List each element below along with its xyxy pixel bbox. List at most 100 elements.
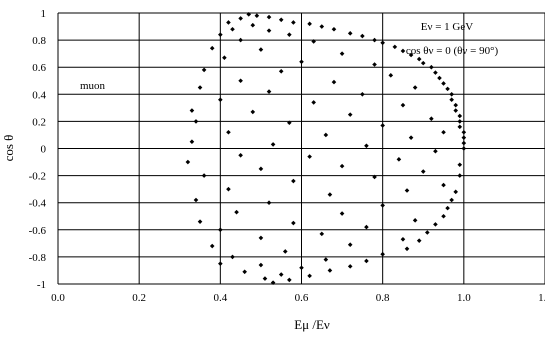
x-axis-label: Eμ /Eν [294,317,330,332]
data-point [287,120,292,126]
data-point [258,166,264,172]
y-tick-label: -0.2 [29,171,46,183]
data-point [339,163,345,169]
data-point [189,108,195,113]
data-point [291,178,296,184]
data-point [238,152,243,158]
data-point [185,159,191,165]
data-point [319,24,325,29]
x-tick-label: 1.2 [538,292,545,304]
data-point [416,238,422,243]
data-point [287,277,292,283]
data-point [242,269,247,275]
data-point [441,129,446,135]
data-point [429,64,434,70]
data-point [218,261,223,266]
data-point [278,68,284,74]
data-point [258,235,264,241]
data-point [437,75,442,81]
data-point [331,26,337,32]
data-point [222,55,227,61]
data-point [445,86,450,92]
y-tick-label: -0.4 [29,198,47,210]
data-point [319,231,325,237]
data-point [449,197,454,203]
data-point [408,135,414,140]
data-point [364,143,369,149]
data-point [299,59,304,65]
x-tick-label: 0.2 [132,292,146,304]
data-point [396,157,402,162]
y-tick-label: 0.4 [32,89,46,101]
y-tick-label: -0.6 [29,225,47,237]
data-point [254,13,260,19]
data-point [400,236,406,242]
data-point [420,169,426,174]
data-point [372,62,377,67]
data-point [250,22,256,28]
data-point [449,97,454,103]
data-point [412,85,418,90]
data-point [380,40,385,46]
data-point [197,85,203,90]
data-point [461,140,467,146]
data-point [278,272,284,277]
y-tick-label: 0.8 [32,35,46,47]
data-point [400,48,406,54]
data-point [453,108,459,113]
data-point [445,205,450,211]
data-point [291,20,296,25]
data-point [425,230,430,235]
x-tick-label: 0.4 [213,292,227,304]
data-point [331,79,337,85]
data-point [218,32,223,37]
data-point [230,254,235,260]
data-point [457,173,463,178]
data-point [441,81,446,86]
data-point [347,31,353,36]
data-point [453,102,459,108]
x-tick-label: 1.0 [457,292,471,304]
data-point [461,129,467,135]
data-point [323,257,329,262]
data-point [193,119,199,124]
data-point [278,17,284,23]
data-point [270,280,276,285]
data-point [218,97,223,103]
data-point [307,154,312,159]
data-point [347,112,353,117]
x-tick-label: 0.8 [376,292,390,304]
data-point [441,213,446,219]
data-point [380,251,385,257]
y-tick-label: -1 [37,279,46,291]
data-point [209,243,215,249]
y-tick-label: 0.6 [32,62,46,74]
data-point [193,197,199,203]
data-point [327,268,333,273]
data-point [404,246,410,252]
data-point [347,264,353,269]
data-point [238,37,243,43]
data-point [226,186,231,192]
data-point [258,262,264,268]
data-point [197,219,203,224]
x-tick-label: 0.6 [295,292,309,304]
data-point [282,249,288,254]
data-point [246,12,252,17]
y-tick-label: -0.8 [29,252,47,264]
data-point [441,182,446,188]
data-point [412,218,418,223]
data-point [270,142,276,147]
data-point [266,28,272,33]
data-point [420,60,426,66]
data-point [307,21,312,27]
data-point [404,188,410,193]
particle-annotation: muon [80,80,106,92]
data-point [416,56,422,62]
x-tick-label: 0.0 [51,292,65,304]
y-tick-label: 0 [41,144,47,156]
data-point [433,222,438,227]
data-point [266,89,272,94]
data-point [339,211,345,216]
